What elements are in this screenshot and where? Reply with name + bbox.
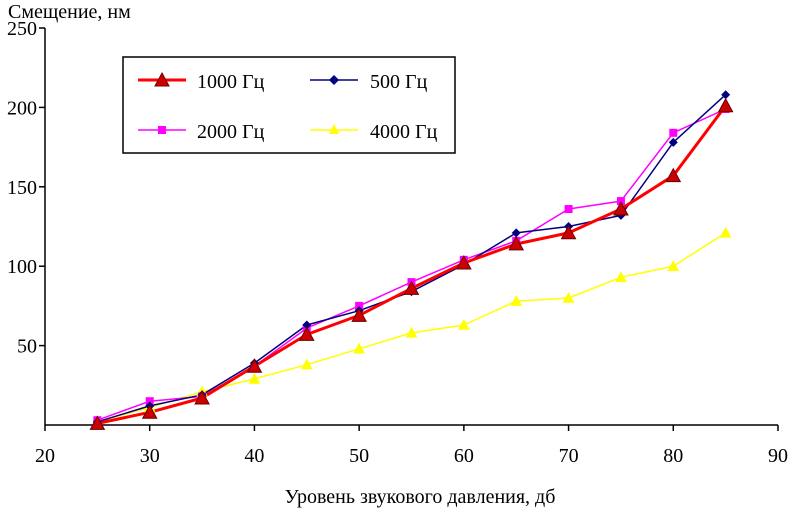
legend-label-1000: 1000 Гц xyxy=(197,71,265,93)
legend: 1000 Гц 500 Гц 2000 Гц 4000 Гц xyxy=(122,56,456,154)
y-tick-label: 50 xyxy=(17,336,37,358)
x-tick-label: 40 xyxy=(244,445,264,467)
x-tick-label: 70 xyxy=(559,445,579,467)
y-tick-label: 250 xyxy=(7,18,37,40)
series-markers xyxy=(89,90,734,430)
data-point-s4-50 xyxy=(353,342,365,354)
legend-label-2000: 2000 Гц xyxy=(197,121,265,143)
data-point-s1-55 xyxy=(403,280,420,295)
x-tick-label: 20 xyxy=(35,445,55,467)
data-point-s2-65 xyxy=(511,228,521,238)
data-point-s1-50 xyxy=(351,307,367,322)
legend-entry-4000: 4000 Гц xyxy=(310,121,438,143)
legend-marker-500 xyxy=(329,75,339,85)
legend-entry-2000: 2000 Гц xyxy=(138,121,265,143)
x-axis-title: Уровень звукового давления, дб xyxy=(285,486,556,508)
legend-entry-500: 500 Гц xyxy=(310,71,428,93)
data-point-s1-75 xyxy=(613,200,629,216)
y-axis: 50 100 150 200 250 xyxy=(7,18,45,358)
legend-marker-2000 xyxy=(158,126,166,134)
series-line-3 xyxy=(97,108,726,421)
x-tick-label: 30 xyxy=(140,445,160,467)
legend-entry-1000: 1000 Гц xyxy=(138,71,265,93)
legend-label-500: 500 Гц xyxy=(370,71,428,93)
y-tick-label: 100 xyxy=(7,256,37,278)
data-point-s1-70 xyxy=(560,224,577,240)
data-point-s1-40 xyxy=(246,358,263,373)
data-point-s2-85 xyxy=(721,90,731,100)
x-tick-label: 80 xyxy=(663,445,683,467)
data-point-s1-35 xyxy=(194,389,210,405)
data-point-s1-85 xyxy=(717,97,734,113)
data-point-s3-70 xyxy=(564,205,573,214)
data-point-s1-30 xyxy=(141,404,158,419)
data-point-s4-80 xyxy=(667,260,680,271)
legend-box xyxy=(122,56,456,154)
data-point-s1-60 xyxy=(456,254,472,270)
data-point-s3-50 xyxy=(355,301,364,310)
data-point-s1-80 xyxy=(665,167,682,183)
y-tick-label: 200 xyxy=(7,97,37,119)
x-tick-label: 60 xyxy=(454,445,474,467)
axes xyxy=(44,28,778,426)
data-point-s1-65 xyxy=(508,235,525,251)
data-point-s4-75 xyxy=(615,271,627,283)
x-tick-label: 90 xyxy=(768,445,788,467)
legend-marker-4000 xyxy=(329,124,339,134)
legend-label-4000: 4000 Гц xyxy=(370,121,438,143)
data-point-s2-80 xyxy=(668,137,678,147)
x-axis: 20 30 40 50 60 70 80 90 xyxy=(35,425,788,467)
data-point-s4-40 xyxy=(248,372,261,384)
y-axis-title: Смещение, нм xyxy=(8,1,131,23)
data-point-s1-25 xyxy=(89,415,106,430)
legend-marker-1000 xyxy=(154,71,170,87)
x-tick-label: 50 xyxy=(349,445,369,467)
data-point-s3-30 xyxy=(145,397,154,406)
data-point-s4-60 xyxy=(458,318,470,330)
data-point-s4-85 xyxy=(719,226,732,238)
data-point-s3-80 xyxy=(669,128,678,137)
data-point-s1-45 xyxy=(298,326,315,341)
data-point-s4-45 xyxy=(300,358,313,370)
y-tick-label: 150 xyxy=(7,177,37,199)
data-point-s4-70 xyxy=(562,291,575,303)
data-point-s2-45 xyxy=(302,320,312,330)
data-point-s4-55 xyxy=(405,326,418,338)
data-point-s4-65 xyxy=(510,295,523,306)
